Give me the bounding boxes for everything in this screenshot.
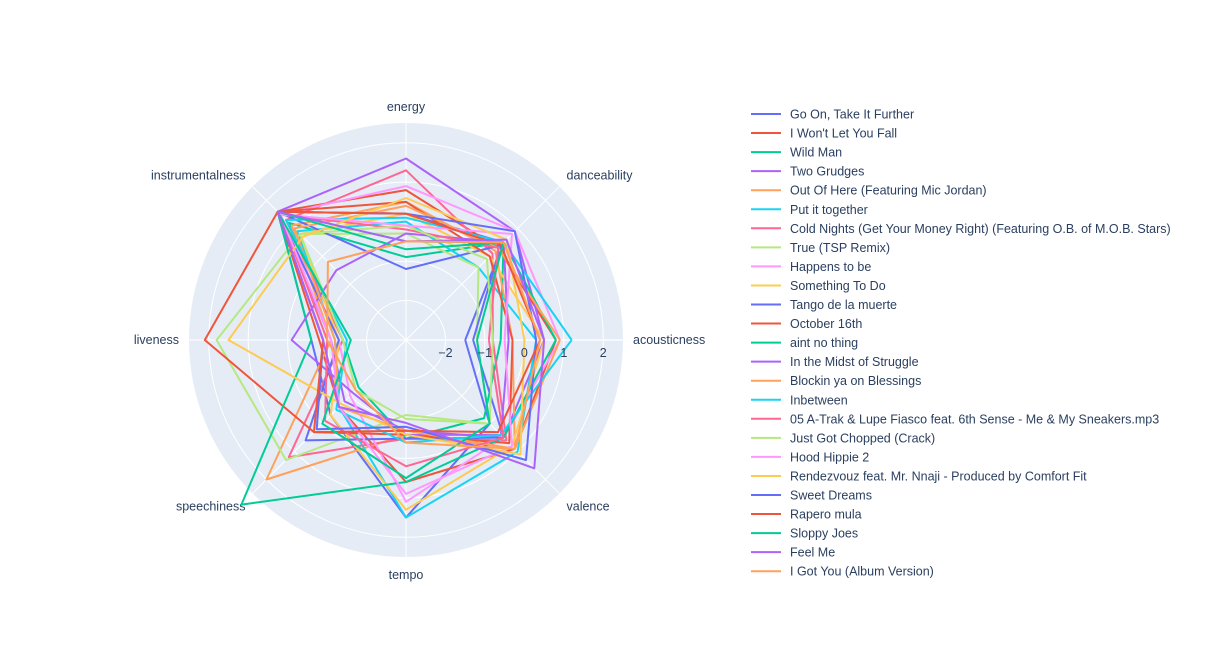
legend-item[interactable]: Happens to be <box>751 260 871 274</box>
angular-axis-label: liveness <box>134 333 179 347</box>
legend-label: In the Midst of Struggle <box>790 355 919 369</box>
radial-tick-label: −1 <box>478 346 492 360</box>
legend-item[interactable]: Hood Hippie 2 <box>751 450 869 464</box>
legend-label: Go On, Take It Further <box>790 108 914 122</box>
radial-tick-label: 0 <box>521 346 528 360</box>
legend-label: Happens to be <box>790 260 871 274</box>
legend-label: I Got You (Album Version) <box>790 565 934 579</box>
legend-label: Cold Nights (Get Your Money Right) (Feat… <box>790 222 1171 236</box>
legend-item[interactable]: Something To Do <box>751 279 886 293</box>
series-line[interactable] <box>276 210 546 470</box>
legend-item[interactable]: 05 A-Trak & Lupe Fiasco feat. 6th Sense … <box>751 412 1159 426</box>
legend-item[interactable]: Go On, Take It Further <box>751 108 914 122</box>
legend-item[interactable]: I Won't Let You Fall <box>751 127 897 141</box>
angular-grid-line <box>252 339 407 494</box>
legend-item[interactable]: True (TSP Remix) <box>751 241 890 255</box>
legend: Go On, Take It Further I Won't Let You Fa… <box>751 108 1171 579</box>
legend-item[interactable]: October 16th <box>751 317 862 331</box>
series-layer <box>203 157 573 519</box>
angular-axis-label: instrumentalness <box>151 168 246 182</box>
legend-label: Hood Hippie 2 <box>790 450 869 464</box>
legend-label: Blockin ya on Blessings <box>790 374 921 388</box>
legend-label: True (TSP Remix) <box>790 241 890 255</box>
series-line[interactable] <box>326 240 542 450</box>
legend-label: Something To Do <box>790 279 886 293</box>
angular-axis-label: valence <box>567 500 610 514</box>
legend-item[interactable]: Sloppy Joes <box>751 527 858 541</box>
angular-axis-label: tempo <box>389 568 424 582</box>
angular-axis-labels: acousticness danceability energy instrument… <box>134 100 705 582</box>
legend-item[interactable]: Just Got Chopped (Crack) <box>751 431 935 445</box>
legend-label: Tango de la muerte <box>790 298 897 312</box>
legend-label: Out Of Here (Featuring Mic Jordan) <box>790 184 987 198</box>
legend-label: Inbetween <box>790 393 848 407</box>
radial-axis-tick-labels: −2 −1 0 1 2 <box>438 346 606 360</box>
radial-tick-label: 2 <box>600 346 607 360</box>
legend-label: Wild Man <box>790 146 842 160</box>
angular-grid-line <box>405 186 560 341</box>
legend-item[interactable]: Blockin ya on Blessings <box>751 374 921 388</box>
legend-label: Just Got Chopped (Crack) <box>790 431 935 445</box>
series-line[interactable] <box>299 224 494 425</box>
legend-label: October 16th <box>790 317 862 331</box>
legend-label: 05 A-Trak & Lupe Fiasco feat. 6th Sense … <box>790 412 1159 426</box>
angular-axis-label: energy <box>387 100 426 114</box>
legend-item[interactable]: Cold Nights (Get Your Money Right) (Feat… <box>751 222 1171 236</box>
legend-item[interactable]: Out Of Here (Featuring Mic Jordan) <box>751 184 987 198</box>
legend-item[interactable]: Tango de la muerte <box>751 298 897 312</box>
polar-grid <box>189 123 623 557</box>
legend-item[interactable]: Two Grudges <box>751 165 864 179</box>
legend-item[interactable]: Put it together <box>751 203 868 217</box>
legend-label: Rendezvouz feat. Mr. Nnaji - Produced by… <box>790 469 1087 483</box>
angular-axis-label: acousticness <box>633 333 705 347</box>
legend-label: Rapero mula <box>790 508 862 522</box>
radial-tick-label: 1 <box>560 346 567 360</box>
legend-label: Sloppy Joes <box>790 527 858 541</box>
legend-item[interactable]: Sweet Dreams <box>751 489 872 503</box>
radial-tick-label: −2 <box>438 346 452 360</box>
legend-label: I Won't Let You Fall <box>790 127 897 141</box>
legend-item[interactable]: aint no thing <box>751 336 858 350</box>
angular-axis-label: speechiness <box>176 500 246 514</box>
legend-label: Two Grudges <box>790 165 864 179</box>
legend-item[interactable]: Rapero mula <box>751 508 862 522</box>
series-line[interactable] <box>279 213 513 495</box>
legend-item[interactable]: I Got You (Album Version) <box>751 565 934 579</box>
legend-label: Put it together <box>790 203 868 217</box>
legend-item[interactable]: Wild Man <box>751 146 842 160</box>
legend-item[interactable]: Feel Me <box>751 546 835 560</box>
legend-label: Sweet Dreams <box>790 489 872 503</box>
angular-axis-label: danceability <box>567 168 634 182</box>
legend-item[interactable]: Rendezvouz feat. Mr. Nnaji - Produced by… <box>751 469 1087 483</box>
legend-item[interactable]: In the Midst of Struggle <box>751 355 919 369</box>
legend-label: Feel Me <box>790 546 835 560</box>
legend-label: aint no thing <box>790 336 858 350</box>
legend-item[interactable]: Inbetween <box>751 393 848 407</box>
